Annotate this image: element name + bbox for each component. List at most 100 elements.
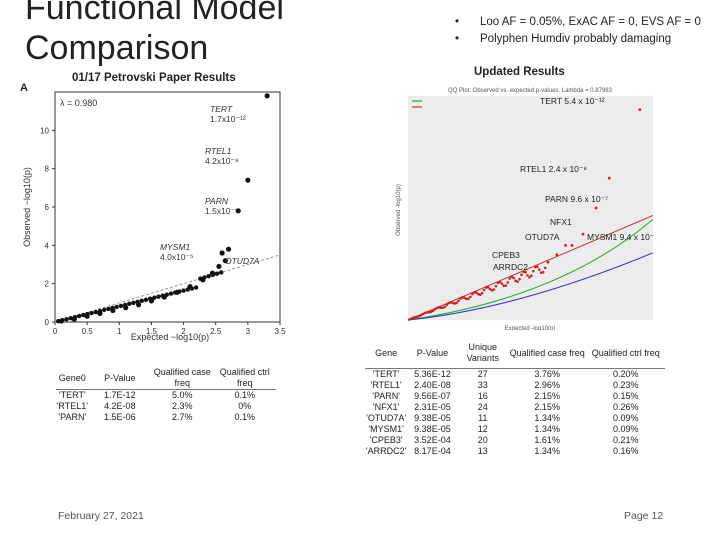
y-tick-label: 4 [45,241,50,250]
cell: 1.34% [534,413,560,423]
data-point [431,309,435,313]
cell: 9.38E-05 [414,413,451,423]
cell: 'RTEL1' [370,380,402,390]
cell: 0.20% [612,369,639,379]
data-point [472,290,476,294]
right-x-axis-label: Expected -log10(p) [505,326,556,330]
data-point [68,315,73,321]
data-point [214,271,220,276]
cell: 0.1% [234,390,256,400]
table-row: 'PARN' 9.56E-07 16 2.15% 0.15% [365,391,665,402]
point-label: MYSM1 [160,242,191,252]
data-point [206,273,211,279]
point-value: 4.0x10⁻⁵ [160,252,194,262]
data-point [534,265,537,269]
x-tick-label: 2 [181,327,186,336]
data-point [193,285,199,290]
header-cell: P-Value [88,367,152,390]
cell: 1.7E-12 [104,390,136,400]
point-label: NFX1 [550,217,572,227]
cell: 2.15% [534,391,560,401]
data-point [421,312,425,316]
data-point [543,266,547,270]
data-point [189,286,195,291]
header-cell: Qualified case freq [151,367,214,390]
data-point [85,311,90,317]
table-row: 'MYSM1' 9.38E-05 12 1.34% 0.09% [365,424,665,435]
data-point [411,316,415,320]
cell: 3.76% [534,369,560,379]
data-point [143,297,149,302]
cell: 1.5E-06 [104,412,136,422]
right-legend [412,100,422,108]
left-results-table: Gene0 P-Value Qualified case freq Qualif… [56,367,276,423]
data-point [106,306,111,312]
data-point [408,318,411,321]
cell: 0.1% [234,412,256,422]
cell: 11 [478,413,488,423]
data-point [539,271,543,275]
data-point [502,284,506,288]
right-results-table: Gene P-Value Unique Variants Qualified c… [365,338,665,457]
data-point [463,296,466,300]
data-point [264,93,270,99]
data-point [469,295,472,299]
data-point [110,305,115,311]
page-number: Page 12 [624,510,664,522]
cell: 27 [477,369,488,379]
cell: 2.31E-05 [414,402,451,412]
data-point [425,311,429,314]
right-plot-background [408,96,653,320]
right-marks: TERT 5.4 x 10⁻¹² RTEL1 2.4 x 10⁻⁸ PARN 9.6… [407,96,655,321]
data-point [471,292,474,296]
cell: 0.09% [612,413,639,423]
bullet-item: Loo AF = 0.05%, ExAC AF = 0, EVS AF = 0 [455,14,701,31]
data-point [76,313,82,319]
data-point [441,306,445,310]
cell: 'CPEB3' [369,435,403,445]
data-point [135,299,140,305]
cell: 8.17E-04 [414,446,451,456]
cell: 1.61% [534,435,560,445]
data-point [535,265,539,269]
data-point [492,288,496,291]
data-point [97,308,103,314]
data-point [225,246,232,252]
cell: 16 [477,391,488,401]
data-point [222,258,228,264]
data-point [152,295,157,300]
cell: 'NFX1' [372,402,400,412]
data-point [437,306,441,309]
data-point [508,277,512,280]
point-label: TERT 5.4 x 10⁻¹² [540,96,605,106]
data-point [465,297,468,301]
data-point [168,291,174,296]
cell: 'RTEL1' [56,401,88,411]
data-point [486,285,490,289]
data-point [607,176,611,180]
data-point [512,276,515,280]
cell: 'PARN' [58,412,87,422]
data-point [520,273,523,277]
cell: 0.21% [612,435,639,445]
cell: 2.3% [172,401,193,411]
cell: 1.34% [534,424,560,434]
point-label: PARN 9.6 x 10⁻⁷ [545,194,608,204]
data-point [156,294,161,299]
point-value: 1.7x10⁻¹² [210,114,246,124]
data-point [245,177,251,183]
data-point [482,288,486,292]
point-value: 1.5x10⁻⁶ [205,206,239,216]
left-x-axis-label: Expected −log10(p) [131,332,209,342]
right-chart-title: QQ Plot: Observed vs. expected p-values.… [448,88,613,94]
data-point [546,260,550,264]
cell: 'OTUD7A' [366,413,407,423]
data-point [498,280,502,284]
left-y-axis-label: Observed −log10(p) [22,167,32,247]
data-point [409,317,413,320]
x-tick-label: 0 [53,327,58,336]
data-point [516,280,519,283]
cell: 24 [477,402,488,412]
cell: 1.34% [534,446,560,456]
